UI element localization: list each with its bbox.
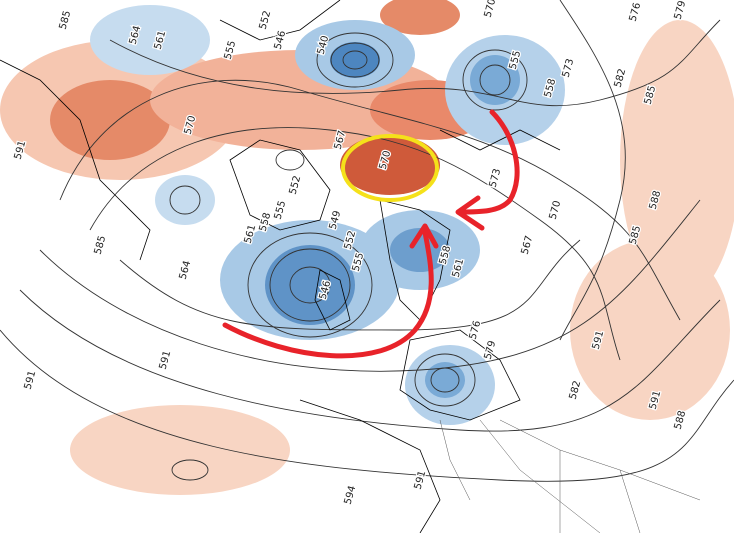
contour-label: 564 (128, 24, 144, 45)
annotations (222, 109, 520, 359)
arrow-flow-west (222, 229, 434, 359)
contours (0, 0, 734, 482)
contour-label: 555 (508, 49, 524, 70)
contour-label: 558 (258, 211, 274, 232)
coastlines (0, 0, 701, 533)
highlight-circle (341, 134, 439, 202)
arrow-head (455, 195, 485, 231)
arrow-flow-east (457, 109, 520, 215)
arrow-head (409, 223, 439, 249)
height-anomaly-shading (0, 0, 734, 495)
contour-label: 570 (483, 0, 499, 19)
contour-label: 573 (561, 57, 577, 78)
